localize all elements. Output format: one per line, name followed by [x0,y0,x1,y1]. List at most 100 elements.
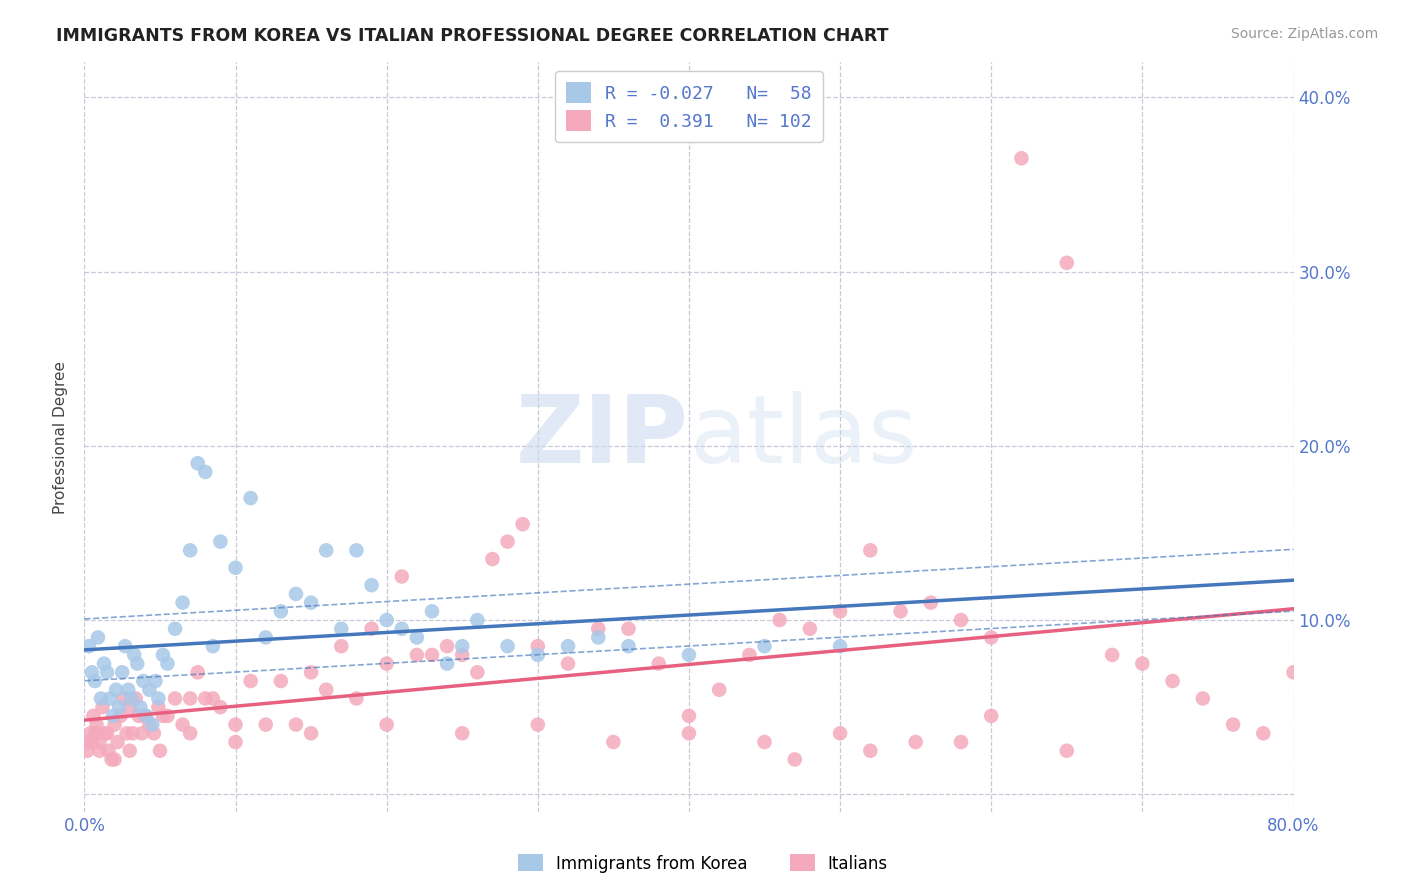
Point [118,700,141,714]
Point [920,596,942,610]
Point [1056,744,1078,758]
Point [527,648,550,662]
Point [769,613,792,627]
Point [112,691,135,706]
Point [104,717,127,731]
Point [270,604,292,618]
Point [194,691,217,706]
Point [420,604,443,618]
Point [148,700,170,714]
Point [406,648,429,662]
Point [375,613,398,627]
Point [239,491,262,505]
Point [799,622,821,636]
Point [299,726,322,740]
Point [100,752,122,766]
Point [94,726,117,740]
Point [270,673,292,688]
Point [330,639,353,653]
Point [148,691,170,706]
Point [209,534,232,549]
Point [527,717,550,731]
Point [91,700,114,714]
Point [602,735,624,749]
Point [82,709,104,723]
Point [315,682,337,697]
Point [391,622,413,636]
Point [1132,657,1154,671]
Point [84,673,107,688]
Point [84,726,107,740]
Point [481,552,503,566]
Point [201,639,224,653]
Text: IMMIGRANTS FROM KOREA VS ITALIAN PROFESSIONAL DEGREE CORRELATION CHART: IMMIGRANTS FROM KOREA VS ITALIAN PROFESS… [56,27,889,45]
Point [467,665,489,680]
Point [299,596,322,610]
Point [127,657,149,671]
Point [330,622,353,636]
Point [588,622,610,636]
Point [285,717,308,731]
Point [617,622,640,636]
Point [79,726,101,740]
Point [80,735,103,749]
Point [1101,648,1123,662]
Point [451,639,474,653]
Point [101,709,124,723]
Point [738,648,761,662]
Point [152,648,174,662]
Point [375,717,398,731]
Point [225,717,247,731]
Point [225,561,247,575]
Point [239,673,262,688]
Text: Source: ZipAtlas.com: Source: ZipAtlas.com [1230,27,1378,41]
Point [138,682,160,697]
Point [859,744,882,758]
Point [496,534,519,549]
Point [375,657,398,671]
Point [904,735,927,749]
Point [122,648,145,662]
Point [179,691,201,706]
Point [950,613,973,627]
Point [108,700,131,714]
Point [77,639,100,653]
Point [145,673,167,688]
Point [128,709,150,723]
Point [165,622,187,636]
Point [156,709,179,723]
Point [557,639,579,653]
Point [152,709,174,723]
Point [830,639,852,653]
Point [1161,673,1184,688]
Point [1056,256,1078,270]
Point [527,639,550,653]
Point [451,726,474,740]
Point [105,682,128,697]
Point [1192,691,1215,706]
Point [391,569,413,583]
Point [315,543,337,558]
Point [557,657,579,671]
Point [121,726,143,740]
Point [346,691,368,706]
Point [360,578,382,592]
Point [135,709,157,723]
Point [436,639,458,653]
Point [830,604,852,618]
Point [89,744,111,758]
Point [1222,717,1244,731]
Point [648,657,671,671]
Point [285,587,308,601]
Point [254,631,277,645]
Point [93,657,115,671]
Point [209,700,232,714]
Point [125,691,148,706]
Point [783,752,806,766]
Point [346,543,368,558]
Point [96,726,118,740]
Point [96,665,118,680]
Point [254,717,277,731]
Point [980,709,1002,723]
Point [709,682,731,697]
